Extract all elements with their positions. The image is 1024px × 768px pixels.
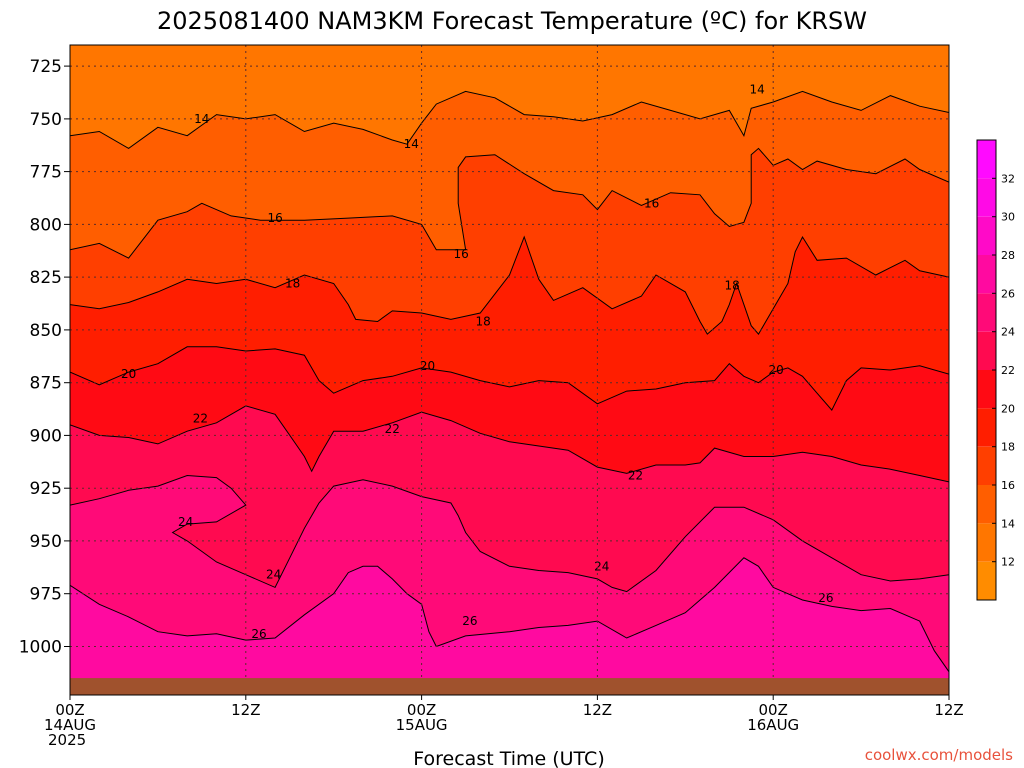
x-tick-label: 00Z	[759, 701, 788, 719]
contour-label: 26	[462, 614, 477, 628]
colorbar-tick-label: 24	[1001, 326, 1015, 339]
contour-label: 18	[475, 315, 490, 329]
colorbar-tick-label: 30	[1001, 211, 1015, 224]
chart-title: 2025081400 NAM3KM Forecast Temperature (…	[157, 7, 867, 35]
contour-label: 20	[768, 363, 783, 377]
y-tick-label: 800	[30, 215, 62, 235]
colorbar-tick-label: 32	[1001, 172, 1015, 185]
x-tick-label: 16AUG	[747, 716, 799, 734]
plot-area: 14 14 14 16 16 16 18 18 18 20 20 20 22 22 22 24 24 24 26 26…	[69, 44, 950, 696]
colorbar-bin	[977, 408, 996, 447]
x-tick-label: 2025	[48, 731, 86, 749]
colorbar-tick-label: 26	[1001, 287, 1015, 300]
colorbar-bin	[977, 293, 996, 332]
credit-text: coolwx.com/models	[865, 746, 1013, 764]
colorbar-bin	[977, 523, 996, 562]
y-tick-label: 900	[30, 426, 62, 446]
contour-label: 22	[193, 412, 208, 426]
contour-label: 18	[725, 279, 740, 293]
contour-label: 22	[628, 469, 643, 483]
contour-label: 22	[385, 422, 400, 436]
colorbar-tick-label: 14	[1001, 517, 1015, 530]
y-tick-label: 850	[30, 321, 62, 341]
colorbar-bin	[977, 446, 996, 485]
colorbar-bin	[977, 485, 996, 524]
contour-label: 16	[454, 247, 469, 261]
colorbar-bin	[977, 140, 996, 179]
x-tick-label: 00Z	[55, 701, 84, 719]
contour-label: 24	[594, 559, 609, 573]
contour-label: 16	[644, 196, 659, 210]
y-tick-label: 775	[30, 163, 62, 183]
colorbar: 12 14 16 18 20 22 24 26 28 30 32	[976, 139, 1015, 601]
contour-label: 26	[251, 627, 266, 641]
x-axis-title: Forecast Time (UTC)	[413, 748, 604, 768]
colorbar-tick-label: 12	[1001, 556, 1015, 569]
colorbar-tick-label: 22	[1001, 364, 1015, 377]
colorbar-bin	[977, 370, 996, 409]
x-tick-label: 14AUG	[44, 716, 96, 734]
contour-line-16	[70, 147, 949, 259]
contour-label: 14	[404, 137, 419, 151]
contour-line-14	[70, 90, 949, 149]
colorbar-tick-label: 16	[1001, 479, 1015, 492]
y-tick-label: 725	[30, 57, 62, 77]
contour-label: 20	[121, 367, 136, 381]
y-tick-label: 950	[30, 532, 62, 552]
contour-labels: 14 14 14 16 16 16 18 18 18 20 20 20 22 22 22 24 24 24 26 26…	[121, 82, 834, 641]
plot-frame	[69, 44, 950, 696]
x-tick-label: 15AUG	[396, 716, 448, 734]
colorbar-bin	[977, 178, 996, 217]
fill-band-above-26	[70, 557, 949, 695]
x-tick-label: 12Z	[934, 701, 963, 719]
x-tick-label: 00Z	[407, 701, 436, 719]
y-tick-label: 825	[30, 268, 62, 288]
gridlines	[70, 45, 949, 695]
y-tick-label: 750	[30, 110, 62, 130]
contour-label: 18	[285, 277, 300, 291]
temperature-fill-bands	[70, 45, 949, 695]
colorbar-bin	[977, 331, 996, 370]
ground-level-bar	[70, 678, 949, 695]
contour-label: 24	[266, 568, 281, 582]
contour-label: 16	[267, 211, 282, 225]
x-tick-label: 12Z	[231, 701, 260, 719]
colorbar-tick-label: 20	[1001, 402, 1015, 415]
y-axis: 725 750 775 800 825 850 875 900 925 950 975 1000	[19, 57, 70, 658]
colorbar-bin	[977, 255, 996, 294]
contour-label: 26	[818, 591, 833, 605]
colorbar-bin	[977, 216, 996, 255]
y-tick-label: 1000	[19, 638, 62, 658]
colorbar-bin	[977, 561, 996, 600]
colorbar-tick-label: 18	[1001, 441, 1015, 454]
y-tick-label: 875	[30, 374, 62, 394]
contour-label: 14	[749, 82, 764, 96]
y-tick-label: 975	[30, 585, 62, 605]
colorbar-tick-label: 28	[1001, 249, 1015, 262]
y-tick-label: 925	[30, 479, 62, 499]
x-tick-label: 12Z	[583, 701, 612, 719]
contour-label: 20	[420, 359, 435, 373]
contour-line-22	[70, 405, 949, 483]
contour-label: 14	[194, 112, 209, 126]
contour-label: 24	[178, 515, 193, 529]
